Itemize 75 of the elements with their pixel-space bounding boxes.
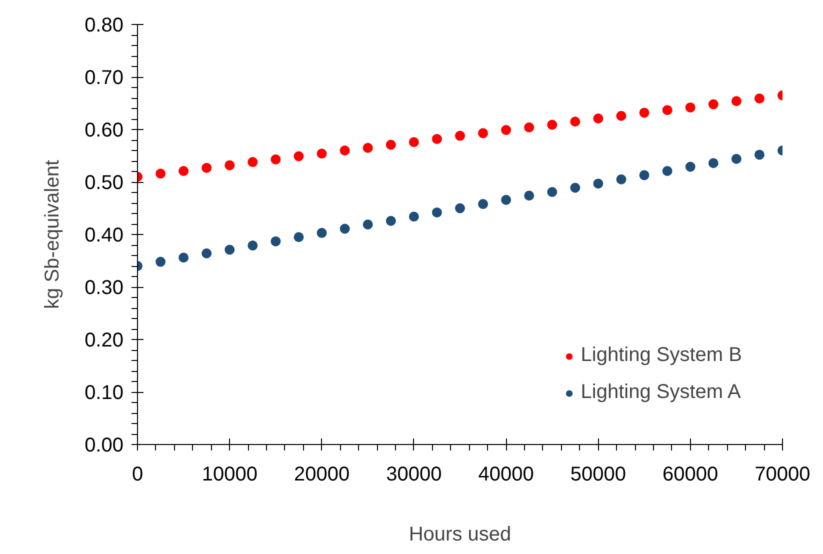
y-tick-label: 0.60 (84, 120, 124, 142)
point (202, 248, 212, 258)
point (754, 94, 764, 104)
point (316, 228, 327, 238)
point (524, 190, 534, 201)
point (478, 199, 488, 210)
point (501, 194, 512, 205)
point (455, 130, 465, 141)
point (248, 240, 258, 251)
y-tick-label: 0.30 (84, 277, 124, 299)
point (547, 186, 558, 197)
point (408, 212, 419, 222)
point (478, 128, 488, 138)
point (662, 166, 672, 176)
point (708, 158, 718, 168)
point (408, 137, 419, 148)
x-tick-label: 30000 (386, 464, 442, 486)
point (178, 252, 189, 263)
point (685, 162, 696, 172)
point (362, 142, 373, 153)
point (685, 102, 696, 112)
y-axis-title: kg Sb-equivalent (42, 160, 64, 309)
point (432, 207, 442, 218)
x-tick-label: 60000 (662, 464, 718, 486)
point (570, 116, 580, 127)
point (524, 122, 534, 132)
point (178, 166, 189, 176)
point (547, 120, 558, 130)
x-tick-label: 70000 (754, 464, 810, 486)
point (270, 154, 281, 164)
point (248, 157, 258, 168)
point (570, 182, 580, 193)
x-tick-label: 10000 (202, 464, 258, 486)
point (294, 232, 304, 242)
point (224, 160, 235, 170)
y-tick-label: 0.50 (84, 172, 124, 194)
point (455, 203, 465, 214)
x-tick-label: 50000 (570, 464, 626, 486)
point (639, 170, 650, 180)
x-axis-title: Hours used (408, 524, 512, 546)
y-tick-label: 0.10 (84, 382, 124, 404)
point (294, 151, 304, 162)
y-tick-label: 0.40 (84, 224, 124, 246)
point (340, 224, 350, 234)
point (362, 220, 373, 230)
y-tick-label: 0.70 (84, 67, 124, 89)
point (593, 113, 604, 124)
point (316, 148, 327, 159)
legend-label: Lighting System A (580, 381, 741, 404)
point (731, 96, 742, 106)
point (386, 216, 396, 226)
point (432, 134, 442, 144)
point (593, 178, 604, 189)
point (754, 150, 764, 160)
y-tick-label: 0.80 (84, 14, 124, 36)
point (662, 105, 672, 116)
point (156, 256, 166, 267)
x-tick-label: 40000 (478, 464, 534, 486)
point (708, 99, 718, 110)
point (639, 108, 650, 118)
point (340, 146, 350, 156)
legend-label: Lighting System B (580, 344, 742, 367)
point (616, 110, 626, 121)
point (501, 125, 512, 136)
point (731, 154, 742, 164)
x-tick-label: 20000 (294, 464, 350, 486)
point (270, 236, 281, 246)
point (386, 140, 396, 150)
x-tick-label: 0 (132, 464, 144, 486)
y-tick-label: 0.00 (84, 434, 124, 456)
point (224, 244, 235, 255)
point (202, 162, 212, 173)
point (616, 174, 626, 184)
y-tick-label: 0.20 (84, 330, 124, 352)
point (156, 168, 166, 179)
